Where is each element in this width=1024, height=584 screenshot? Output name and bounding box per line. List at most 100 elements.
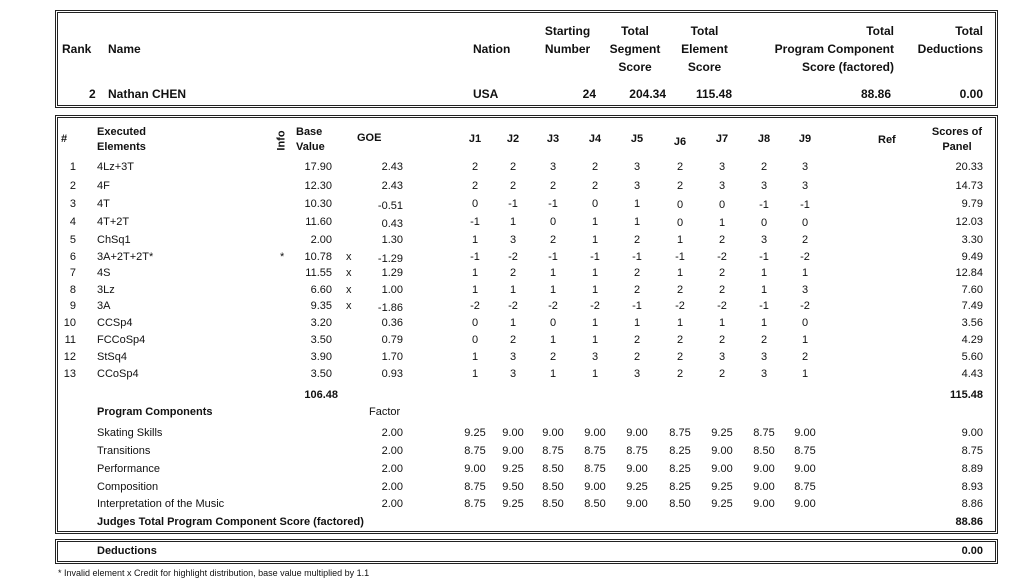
judge-score: 1 [591,234,599,246]
deductions-total-value: 0.00 [959,87,983,101]
nation-label: Nation [473,42,511,56]
judge-score: 1 [471,368,479,380]
judge-score: 3 [509,368,517,380]
judge-score: 2 [676,334,684,346]
element-panel-score: 4.43 [961,368,983,380]
num-header: # [61,133,68,145]
judge-score: 3 [760,368,768,380]
judge-score: -2 [590,300,600,312]
element-panel-score: 9.49 [961,251,983,263]
element-goe: 1.70 [381,351,403,363]
judge-score: -2 [717,251,727,263]
judge-score: 3 [633,161,641,173]
program-components-label: Program Components [97,406,213,418]
element-panel-score: 7.60 [961,284,983,296]
judge-component-score: 8.50 [542,498,564,510]
component-panel-score: 8.75 [961,445,983,457]
judge-score: 0 [471,317,479,329]
judge-score: -1 [759,251,769,263]
judge-score: 0 [549,317,557,329]
judge-score: -2 [470,300,480,312]
judge-component-score: 8.50 [584,498,606,510]
component-name: Transitions [97,445,151,457]
element-base-value: 3.50 [310,334,332,346]
judge-score: 2 [549,351,557,363]
judge-score: -1 [759,300,769,312]
judge-score: 1 [471,234,479,246]
element-panel-score: 3.30 [961,234,983,246]
tes-label: Total Element Score [681,24,728,74]
judge-score: -1 [548,251,558,263]
judge-score: 2 [633,334,641,346]
judge-score: 1 [591,267,599,279]
judge-score: 0 [801,317,809,329]
judge-component-score: 9.25 [711,427,733,439]
element-goe: 1.00 [381,284,403,296]
judge-score: 2 [676,368,684,380]
judge-score: 0 [591,198,599,210]
ref-header: Ref [878,134,896,146]
pcs-total-value: 88.86 [955,516,983,528]
judge-score: -1 [470,216,480,228]
element-number: 6 [69,251,76,263]
judge-score: 2 [676,161,684,173]
judge-score: -2 [508,300,518,312]
judge-component-score: 9.25 [626,481,648,493]
component-factor: 2.00 [381,463,403,475]
judge-score: 2 [718,334,726,346]
judge-score: 3 [760,180,768,192]
element-base-value: 11.60 [305,216,332,228]
judge-component-score: 9.00 [626,427,648,439]
judge-score: 2 [676,284,684,296]
element-base-value: 17.90 [304,161,332,173]
judge-score: 1 [801,334,809,346]
judge-score: 1 [471,351,479,363]
element-name: FCCoSp4 [97,334,146,346]
element-base-value: 3.50 [310,368,332,380]
element-name: 3A+2T+2T* [97,251,154,263]
judge-score: 2 [509,267,517,279]
judge-component-score: 9.25 [711,498,733,510]
element-info: * [280,251,285,263]
judge-score: 2 [509,161,517,173]
judge-component-score: 8.25 [669,445,691,457]
element-goe: 2.43 [381,180,403,192]
judge-header: J7 [715,133,729,145]
judge-component-score: 8.50 [669,498,691,510]
judge-score: -1 [548,198,558,210]
judge-component-score: 8.75 [464,445,486,457]
judge-score: -1 [800,199,810,211]
judge-component-score: 8.75 [753,427,775,439]
judge-score: 2 [509,180,517,192]
judge-score: 0 [718,199,726,211]
judge-score: 2 [718,368,726,380]
skater-summary-box [55,10,998,108]
judge-score: 3 [760,351,768,363]
component-factor: 2.00 [381,498,403,510]
judge-score: -2 [800,251,810,263]
component-name: Interpretation of the Music [97,498,225,510]
element-goe: 0.93 [381,368,403,380]
judge-score: 1 [591,334,599,346]
judge-component-score: 8.75 [794,445,816,457]
base-value-total: 106.48 [304,389,338,401]
element-panel-total: 115.48 [949,389,983,401]
tes-value: 115.48 [695,87,732,101]
pcs-total-label: Judges Total Program Component Score (fa… [97,516,364,528]
judge-component-score: 9.00 [626,498,648,510]
judge-score: -2 [675,300,685,312]
judge-component-score: 9.00 [502,445,524,457]
element-panel-score: 7.49 [961,300,983,312]
deductions-value: 0.00 [961,545,983,557]
judge-score: 1 [591,368,599,380]
judge-component-score: 9.00 [753,481,775,493]
starting-number-label: Starting Number [544,24,591,56]
judge-component-score: 8.75 [464,481,486,493]
judge-score: 0 [471,334,479,346]
judge-score: 1 [801,368,809,380]
judge-score: -2 [508,251,518,263]
judge-score: 3 [633,368,641,380]
tss-value: 204.34 [629,87,666,101]
element-number: 9 [69,300,76,312]
judge-component-score: 8.50 [542,481,564,493]
